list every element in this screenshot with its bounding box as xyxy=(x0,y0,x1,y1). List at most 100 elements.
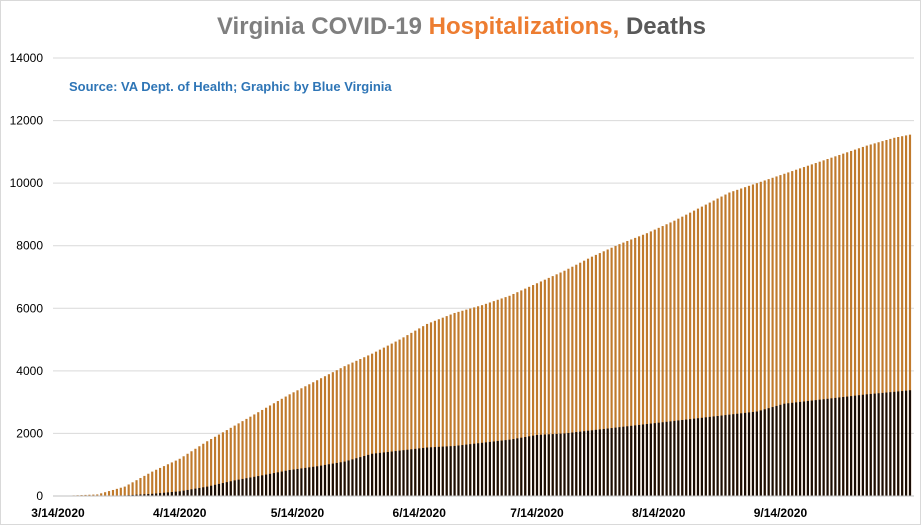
hospitalizations-bar xyxy=(179,459,181,496)
deaths-bar xyxy=(665,422,667,496)
x-tick-label: 7/14/2020 xyxy=(510,506,564,520)
deaths-bar xyxy=(493,441,495,496)
hospitalizations-bar xyxy=(135,480,137,496)
deaths-bar xyxy=(567,433,569,496)
deaths-bar xyxy=(897,391,899,496)
deaths-bar xyxy=(528,436,530,496)
deaths-bar xyxy=(363,456,365,496)
deaths-bar xyxy=(391,452,393,496)
deaths-bar xyxy=(614,428,616,496)
deaths-bar xyxy=(241,479,243,496)
y-tick-label: 10000 xyxy=(10,176,44,190)
deaths-bar xyxy=(477,443,479,496)
deaths-bar xyxy=(316,466,318,496)
deaths-bar xyxy=(186,490,188,496)
deaths-bar xyxy=(281,472,283,496)
deaths-bar xyxy=(811,401,813,496)
deaths-bar xyxy=(685,420,687,496)
deaths-bar xyxy=(367,455,369,496)
deaths-bar xyxy=(218,484,220,496)
deaths-bar xyxy=(650,424,652,496)
hospitalizations-bar xyxy=(128,484,130,496)
deaths-bar xyxy=(402,450,404,496)
hospitalizations-bar xyxy=(124,487,126,496)
hospitalizations-bar xyxy=(183,456,185,496)
deaths-bar xyxy=(359,457,361,496)
deaths-bar xyxy=(622,427,624,496)
deaths-bar xyxy=(870,394,872,496)
hospitalizations-bar xyxy=(155,470,157,496)
deaths-bar xyxy=(724,415,726,496)
deaths-bar xyxy=(485,442,487,496)
deaths-bar xyxy=(399,451,401,496)
deaths-bar xyxy=(453,446,455,496)
deaths-bar xyxy=(854,396,856,496)
deaths-bar xyxy=(701,418,703,496)
deaths-bar xyxy=(516,438,518,496)
deaths-bar xyxy=(508,440,510,496)
deaths-bar xyxy=(775,406,777,496)
deaths-bar xyxy=(461,445,463,496)
deaths-bar xyxy=(673,421,675,496)
deaths-bar xyxy=(206,487,208,496)
deaths-bar xyxy=(383,452,385,496)
deaths-bar xyxy=(293,470,295,497)
deaths-bar xyxy=(559,434,561,496)
deaths-bar xyxy=(540,435,542,496)
deaths-bar xyxy=(304,468,306,496)
deaths-bar xyxy=(489,442,491,496)
deaths-bar xyxy=(764,409,766,496)
x-tick-label: 8/14/2020 xyxy=(632,506,686,520)
deaths-bar xyxy=(838,397,840,496)
deaths-bar xyxy=(634,425,636,496)
deaths-bar xyxy=(473,444,475,496)
deaths-bar xyxy=(532,436,534,496)
deaths-bar xyxy=(371,454,373,496)
deaths-bar xyxy=(234,480,236,496)
hospitalizations-bar xyxy=(104,492,106,496)
deaths-bar xyxy=(630,426,632,496)
deaths-bar xyxy=(469,444,471,496)
deaths-bar xyxy=(167,492,169,496)
deaths-bar xyxy=(210,486,212,496)
y-tick-label: 8000 xyxy=(16,239,43,253)
deaths-bar xyxy=(756,412,758,496)
deaths-bar xyxy=(575,432,577,496)
hospitalizations-bar xyxy=(120,488,122,496)
deaths-bar xyxy=(885,393,887,496)
deaths-bar xyxy=(214,485,216,496)
deaths-bar xyxy=(422,448,424,496)
y-tick-label: 6000 xyxy=(16,301,43,315)
deaths-bar xyxy=(332,464,334,496)
deaths-bar xyxy=(457,446,459,497)
deaths-bar xyxy=(563,433,565,496)
deaths-bar xyxy=(548,434,550,496)
deaths-bar xyxy=(658,423,660,496)
deaths-bar xyxy=(803,401,805,496)
deaths-bar xyxy=(289,470,291,496)
deaths-bar xyxy=(842,397,844,496)
hospitalizations-bar xyxy=(108,491,110,496)
deaths-bar xyxy=(351,459,353,496)
deaths-bar xyxy=(355,458,357,496)
x-tick-label: 3/14/2020 xyxy=(31,506,85,520)
deaths-bar xyxy=(194,489,196,496)
deaths-bar xyxy=(752,412,754,496)
deaths-bar xyxy=(905,391,907,496)
deaths-bar xyxy=(296,469,298,496)
deaths-bar xyxy=(238,480,240,496)
deaths-bar xyxy=(324,465,326,496)
deaths-bar xyxy=(642,424,644,496)
deaths-bar xyxy=(300,468,302,496)
deaths-bar xyxy=(312,467,314,496)
deaths-bar xyxy=(681,420,683,496)
deaths-bar xyxy=(881,393,883,496)
deaths-bar xyxy=(501,441,503,496)
deaths-bar xyxy=(595,430,597,496)
hospitalizations-bar xyxy=(171,462,173,496)
deaths-bar xyxy=(544,435,546,496)
deaths-bar xyxy=(183,491,185,496)
deaths-bar xyxy=(395,451,397,496)
y-tick-label: 14000 xyxy=(10,51,44,65)
hospitalizations-bar xyxy=(147,474,149,496)
